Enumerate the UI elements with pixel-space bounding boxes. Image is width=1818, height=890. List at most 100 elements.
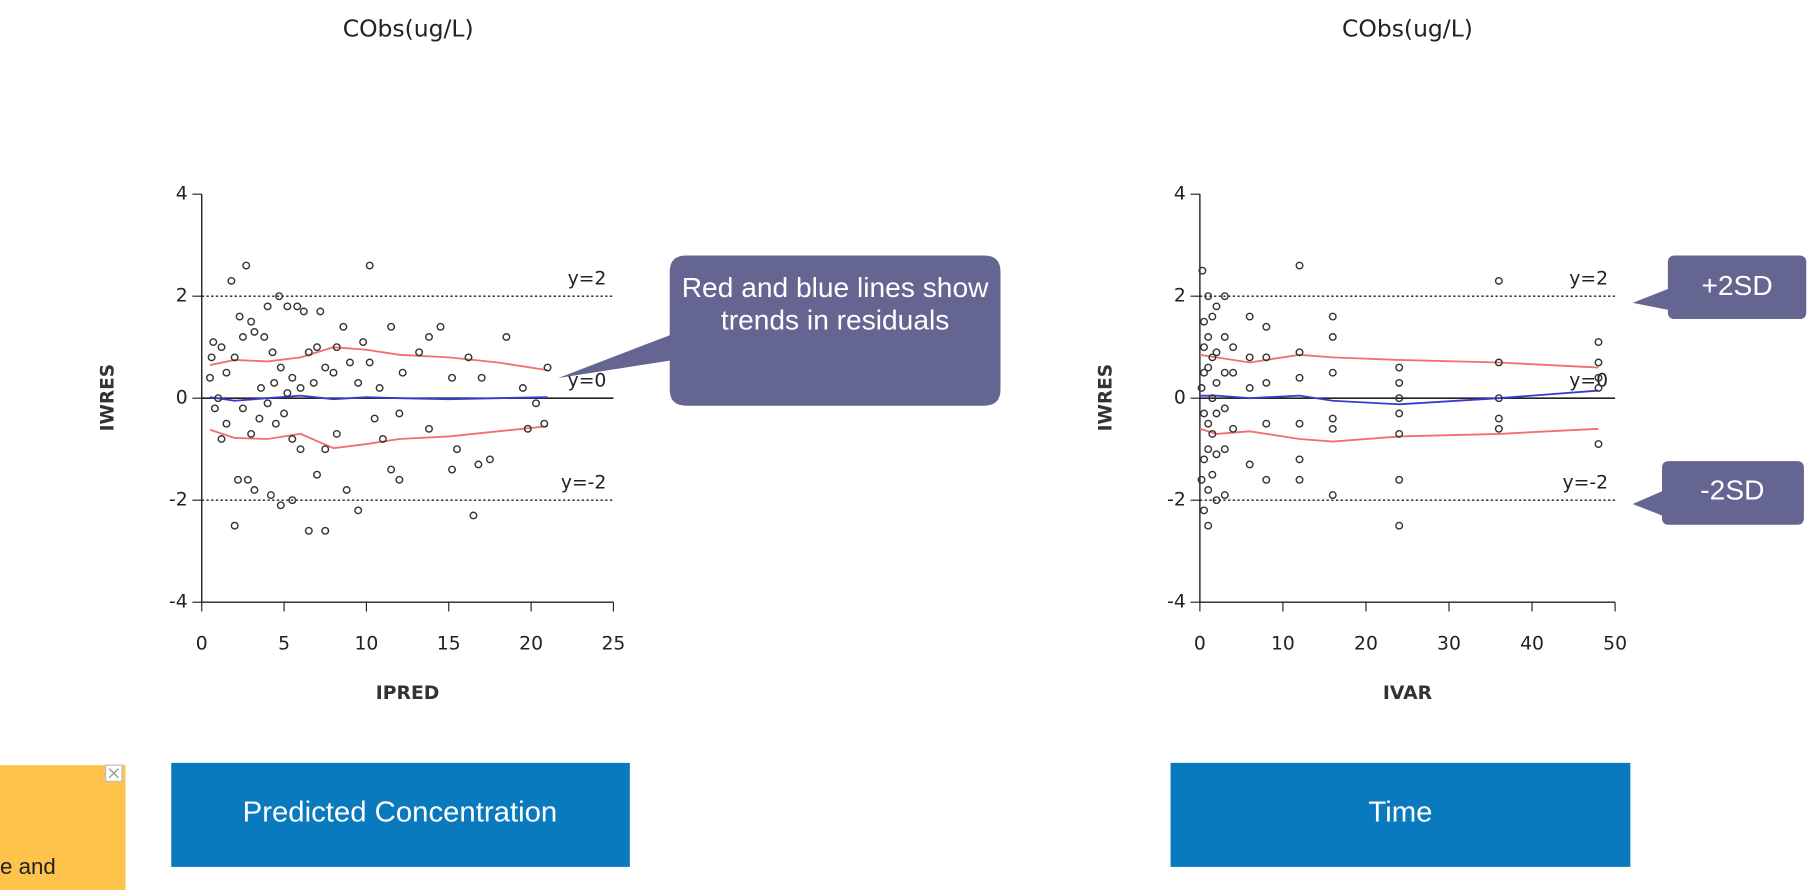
chart-title: CObs(ug/L) xyxy=(343,16,474,43)
y-tick-label: 4 xyxy=(1174,184,1186,205)
data-point xyxy=(1295,348,1304,357)
data-point xyxy=(1208,394,1217,403)
data-point xyxy=(1328,333,1337,341)
data-point xyxy=(1212,450,1221,459)
data-point xyxy=(321,526,330,535)
data-point xyxy=(378,435,387,443)
data-point xyxy=(316,307,325,316)
data-point xyxy=(370,414,379,423)
y-axis-label: IWRES xyxy=(1095,364,1116,431)
x-tick-label: 25 xyxy=(601,633,625,654)
data-point xyxy=(293,302,302,311)
ad-text: e and xyxy=(0,854,56,879)
data-point xyxy=(296,384,305,392)
data-point xyxy=(469,511,478,520)
data-point xyxy=(1295,475,1304,484)
data-point xyxy=(448,465,457,474)
data-point xyxy=(1204,486,1213,494)
x-tick-label: 20 xyxy=(1354,633,1378,654)
data-point xyxy=(1262,353,1271,362)
data-point xyxy=(543,363,552,372)
data-point xyxy=(1200,409,1209,418)
data-point xyxy=(1220,368,1229,377)
data-point xyxy=(1494,394,1503,403)
data-point xyxy=(415,348,424,357)
data-point xyxy=(1494,414,1503,423)
data-point xyxy=(1200,455,1209,464)
data-point xyxy=(1295,455,1304,464)
reference-label: y=-2 xyxy=(561,472,607,493)
y-tick-label: -2 xyxy=(1167,490,1186,511)
data-point xyxy=(387,322,396,331)
data-point xyxy=(1229,343,1238,352)
data-point xyxy=(359,338,368,347)
data-point xyxy=(1212,302,1221,311)
data-point xyxy=(235,312,244,321)
data-point xyxy=(1220,333,1229,341)
data-point xyxy=(332,343,341,352)
data-point xyxy=(1494,424,1503,433)
trend-line xyxy=(1199,427,1599,443)
data-point xyxy=(1494,276,1503,285)
data-point xyxy=(1245,384,1254,392)
data-point xyxy=(1204,292,1213,301)
data-point xyxy=(452,445,461,454)
data-point xyxy=(1200,317,1209,326)
data-point xyxy=(332,429,341,438)
data-point xyxy=(304,526,313,535)
data-point xyxy=(342,486,351,494)
reference-label: y=2 xyxy=(1569,268,1608,289)
data-point xyxy=(518,384,527,392)
data-point xyxy=(280,409,289,418)
data-point xyxy=(1204,419,1213,428)
button-label[interactable]: Time xyxy=(1368,797,1432,829)
data-point xyxy=(257,384,266,392)
data-point xyxy=(1200,368,1209,377)
data-point xyxy=(477,373,486,382)
data-point xyxy=(1594,440,1603,449)
data-point xyxy=(288,496,297,505)
data-point xyxy=(268,348,277,357)
data-point xyxy=(230,353,239,362)
data-point xyxy=(425,424,433,433)
data-point xyxy=(270,378,279,387)
callout-frame: Red and blue lines show trends in residu… xyxy=(682,273,989,337)
data-point xyxy=(395,475,404,484)
data-point xyxy=(1395,363,1404,372)
data-point xyxy=(276,501,285,510)
data-point xyxy=(1200,343,1209,352)
button[interactable] xyxy=(1170,762,1631,867)
data-point xyxy=(1220,404,1229,413)
data-point xyxy=(1220,292,1229,301)
data-point xyxy=(375,384,384,392)
data-point xyxy=(260,333,269,341)
button-label[interactable]: Predicted Concentration xyxy=(243,797,558,829)
trend-line xyxy=(209,346,548,372)
data-point xyxy=(1328,368,1337,377)
data-point xyxy=(1395,521,1404,530)
data-point xyxy=(1198,266,1207,275)
data-point xyxy=(222,419,231,428)
reference-label: y=2 xyxy=(568,268,607,289)
data-point xyxy=(1245,460,1254,469)
data-point xyxy=(1208,312,1217,321)
data-point xyxy=(1262,475,1271,484)
data-point xyxy=(1212,348,1221,357)
data-point xyxy=(345,358,354,367)
ad-close-icon xyxy=(108,768,119,779)
data-point xyxy=(1204,363,1213,372)
data-point xyxy=(365,358,374,367)
data-point xyxy=(288,435,297,443)
data-point xyxy=(242,261,251,270)
data-point xyxy=(1395,409,1404,418)
data-point xyxy=(1212,378,1221,387)
y-tick-label: 0 xyxy=(176,388,188,409)
chart-title: CObs(ug/L) xyxy=(1342,16,1473,43)
data-point xyxy=(365,261,374,270)
data-point xyxy=(1594,384,1603,392)
data-point xyxy=(354,378,363,387)
data-point xyxy=(1262,378,1271,387)
data-point xyxy=(266,491,275,500)
data-point xyxy=(214,394,223,403)
button[interactable] xyxy=(171,762,630,867)
